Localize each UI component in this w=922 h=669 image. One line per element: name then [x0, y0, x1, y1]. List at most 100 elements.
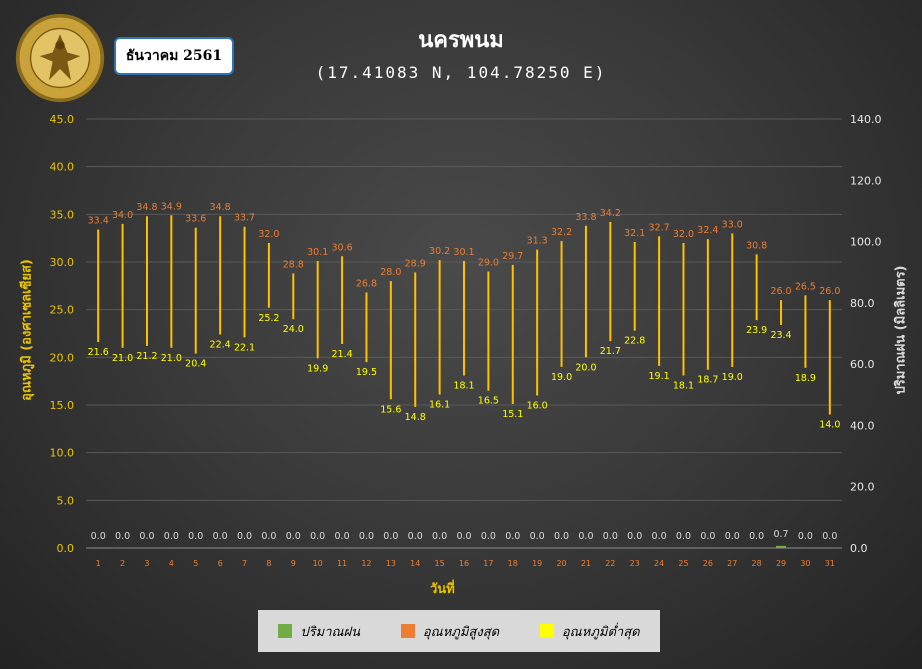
max-temp-label: 30.8 — [746, 240, 767, 251]
legend-swatch-max — [400, 624, 415, 638]
rain-label: 0.0 — [310, 531, 325, 542]
min-temp-label: 16.5 — [478, 396, 499, 407]
temp-range-bar — [389, 281, 392, 400]
max-temp-label: 33.7 — [234, 213, 255, 224]
temp-range-bar — [170, 215, 173, 348]
temp-range-bar — [780, 300, 783, 325]
temp-range-bar — [536, 249, 539, 396]
rain-label: 0.0 — [286, 531, 301, 542]
rain-bar — [776, 545, 787, 548]
x-tick-label: 9 — [291, 559, 296, 568]
min-temp-label: 19.9 — [307, 363, 328, 374]
x-tick-label: 28 — [752, 559, 762, 568]
y-tick-left: 5.0 — [57, 494, 75, 507]
rain-label: 0.0 — [335, 531, 350, 542]
max-temp-label: 26.0 — [770, 286, 791, 297]
temp-range-bar — [121, 223, 124, 348]
x-tick-label: 23 — [630, 559, 640, 568]
legend-swatch-min — [539, 624, 554, 638]
rain-label: 0.0 — [237, 531, 252, 542]
temp-range-bar — [658, 236, 661, 366]
rain-label: 0.0 — [188, 531, 203, 542]
x-tick-label: 5 — [193, 559, 198, 568]
chart-legend: ปริมาณฝน อุณหภูมิสูงสุด อุณหภูมิต่ำสุด — [258, 610, 660, 652]
temp-range-bar — [316, 261, 319, 359]
max-temp-label: 26.5 — [795, 281, 816, 292]
temp-range-bar — [609, 221, 612, 342]
temp-range-bar — [511, 264, 514, 405]
legend-item-rain: ปริมาณฝน — [278, 621, 360, 642]
x-tick-label: 21 — [581, 559, 591, 568]
temp-range-bar — [243, 226, 246, 338]
x-tick-label: 17 — [483, 559, 493, 568]
legend-label-max: อุณหภูมิสูงสุด — [422, 624, 500, 640]
min-temp-label: 23.9 — [746, 325, 767, 336]
legend-swatch-rain — [278, 624, 293, 638]
temp-range-bar — [194, 227, 197, 354]
max-temp-label: 34.2 — [600, 208, 621, 219]
y-tick-left: 25.0 — [50, 304, 75, 317]
min-temp-label: 18.1 — [673, 380, 694, 391]
rain-label: 0.0 — [700, 531, 715, 542]
x-tick-label: 24 — [654, 559, 664, 568]
x-tick-label: 18 — [508, 559, 518, 568]
legend-label-min: อุณหภูมิต่ำสุด — [561, 624, 640, 640]
y-tick-left: 15.0 — [50, 399, 75, 412]
max-temp-label: 32.1 — [624, 228, 645, 239]
temp-range-bar — [584, 225, 587, 358]
x-tick-label: 8 — [266, 559, 271, 568]
x-tick-label: 30 — [800, 559, 810, 568]
rain-label: 0.0 — [261, 531, 276, 542]
temp-range-bar — [487, 271, 490, 391]
max-temp-label: 34.8 — [210, 202, 231, 213]
max-temp-label: 32.2 — [551, 227, 572, 238]
max-temp-label: 32.7 — [649, 222, 670, 233]
min-temp-label: 23.4 — [770, 330, 791, 341]
y-tick-left: 35.0 — [50, 208, 75, 221]
rain-label: 0.0 — [603, 531, 618, 542]
rain-label: 0.0 — [456, 531, 471, 542]
month-label: ธันวาคม 2561 — [125, 48, 223, 64]
chart-subtitle: (17.41083 N, 104.78250 E) — [315, 63, 607, 82]
max-temp-label: 30.1 — [453, 247, 474, 258]
x-tick-label: 13 — [386, 559, 396, 568]
max-temp-label: 34.9 — [161, 201, 182, 212]
temp-range-bar — [145, 216, 148, 346]
rain-label: 0.0 — [798, 531, 813, 542]
y-tick-right: 60.0 — [850, 358, 875, 371]
min-temp-label: 22.4 — [210, 339, 231, 350]
rain-label: 0.0 — [554, 531, 569, 542]
min-temp-label: 21.2 — [136, 351, 157, 362]
temp-range-bar — [828, 300, 831, 415]
max-temp-label: 33.0 — [722, 219, 743, 230]
y-tick-right: 100.0 — [850, 236, 882, 249]
min-temp-label: 21.7 — [600, 346, 621, 357]
rain-label: 0.0 — [383, 531, 398, 542]
temp-range-bar — [731, 233, 734, 367]
y-tick-right: 20.0 — [850, 481, 875, 494]
rain-label: 0.0 — [359, 531, 374, 542]
temp-range-bar — [706, 239, 709, 370]
max-temp-label: 32.4 — [697, 225, 718, 236]
min-temp-label: 18.1 — [453, 380, 474, 391]
rain-label: 0.0 — [505, 531, 520, 542]
x-tick-label: 20 — [556, 559, 566, 568]
x-tick-label: 22 — [605, 559, 615, 568]
rain-label: 0.0 — [481, 531, 496, 542]
legend-item-max: อุณหภูมิสูงสุด — [400, 621, 500, 642]
y-axis-right-label: ปริมาณฝน (มิลลิเมตร) — [893, 265, 909, 395]
min-temp-label: 25.2 — [258, 313, 279, 324]
max-temp-label: 33.6 — [185, 214, 206, 225]
max-temp-label: 30.2 — [429, 246, 450, 257]
min-temp-label: 18.7 — [697, 375, 718, 386]
min-temp-label: 14.8 — [405, 412, 426, 423]
x-tick-label: 14 — [410, 559, 420, 568]
min-temp-label: 21.0 — [161, 353, 182, 364]
y-tick-left: 40.0 — [50, 161, 75, 174]
max-temp-label: 30.6 — [331, 242, 352, 253]
x-tick-label: 3 — [144, 559, 149, 568]
min-temp-label: 20.4 — [185, 359, 206, 370]
temp-range-bar — [438, 260, 441, 395]
max-temp-label: 30.1 — [307, 247, 328, 258]
x-tick-label: 16 — [459, 559, 469, 568]
